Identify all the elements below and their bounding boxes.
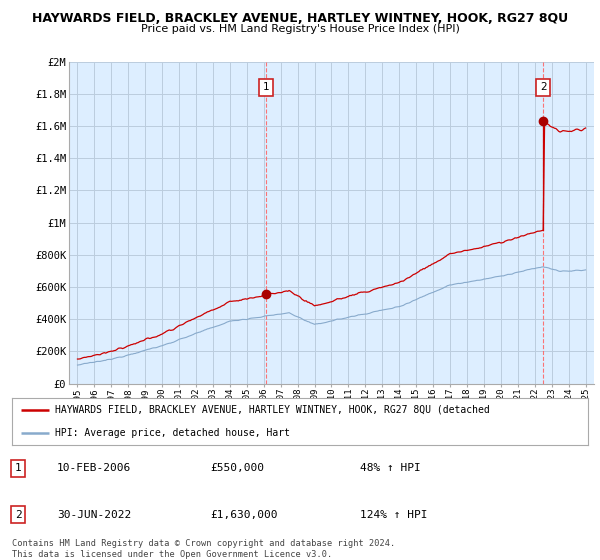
Text: £1,630,000: £1,630,000: [210, 510, 277, 520]
Text: 2: 2: [540, 82, 547, 92]
Text: 48% ↑ HPI: 48% ↑ HPI: [360, 463, 421, 473]
Text: 1: 1: [14, 463, 22, 473]
Text: 124% ↑ HPI: 124% ↑ HPI: [360, 510, 427, 520]
Text: 10-FEB-2006: 10-FEB-2006: [57, 463, 131, 473]
Text: £550,000: £550,000: [210, 463, 264, 473]
Text: Price paid vs. HM Land Registry's House Price Index (HPI): Price paid vs. HM Land Registry's House …: [140, 24, 460, 34]
Text: 1: 1: [262, 82, 269, 92]
Text: 30-JUN-2022: 30-JUN-2022: [57, 510, 131, 520]
Text: 2: 2: [14, 510, 22, 520]
Text: HAYWARDS FIELD, BRACKLEY AVENUE, HARTLEY WINTNEY, HOOK, RG27 8QU (detached: HAYWARDS FIELD, BRACKLEY AVENUE, HARTLEY…: [55, 404, 490, 414]
Text: Contains HM Land Registry data © Crown copyright and database right 2024.
This d: Contains HM Land Registry data © Crown c…: [12, 539, 395, 559]
Text: HPI: Average price, detached house, Hart: HPI: Average price, detached house, Hart: [55, 428, 290, 438]
Text: HAYWARDS FIELD, BRACKLEY AVENUE, HARTLEY WINTNEY, HOOK, RG27 8QU: HAYWARDS FIELD, BRACKLEY AVENUE, HARTLEY…: [32, 12, 568, 25]
